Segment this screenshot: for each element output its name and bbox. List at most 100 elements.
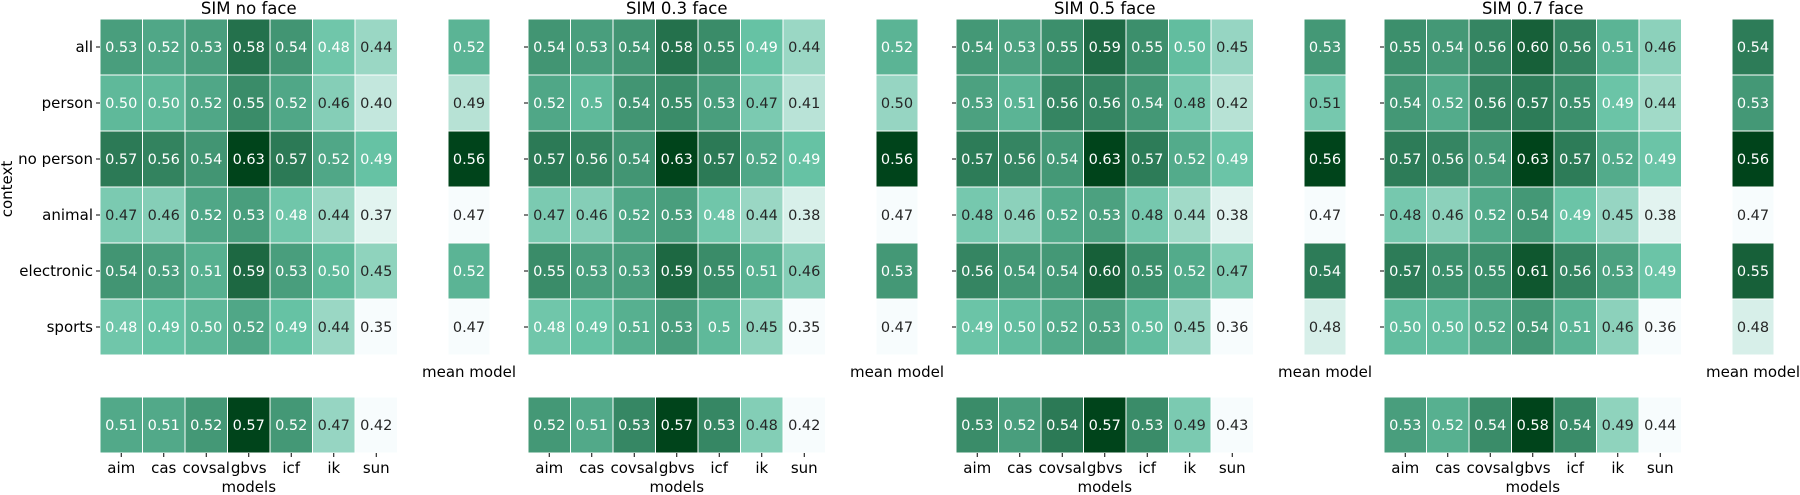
mean-model-value-label: 0.47: [453, 320, 485, 336]
cell-value-label: 0.51: [1559, 320, 1591, 336]
column-label: covsal: [183, 459, 230, 477]
mean-model-value-label: 0.53: [881, 264, 913, 280]
mean-model-value-label: 0.51: [1309, 96, 1341, 112]
column-label: covsal: [611, 459, 658, 477]
mean-model-value-label: 0.47: [881, 320, 913, 336]
mean-model-value-label: 0.48: [1737, 320, 1769, 336]
model-mean-value-label: 0.42: [360, 418, 392, 434]
model-mean-value-label: 0.49: [1602, 418, 1634, 434]
mean-model-label: mean model: [850, 363, 944, 381]
cell-value-label: 0.63: [233, 152, 265, 168]
column-label: icf: [1138, 459, 1156, 477]
cell-value-label: 0.57: [703, 152, 735, 168]
mean-model-value-label: 0.48: [1309, 320, 1341, 336]
cell-value-label: 0.36: [1216, 320, 1248, 336]
cell-value-label: 0.50: [1131, 320, 1163, 336]
cell-value-label: 0.42: [1216, 96, 1248, 112]
model-mean-value-label: 0.57: [1089, 418, 1121, 434]
cell-value-label: 0.54: [1004, 264, 1036, 280]
cell-value-label: 0.45: [360, 264, 392, 280]
mean-model-value-label: 0.47: [1309, 208, 1341, 224]
model-mean-value-label: 0.52: [1004, 418, 1036, 434]
model-mean-value-label: 0.52: [533, 418, 565, 434]
model-mean-value-label: 0.52: [190, 418, 222, 434]
mean-model-value-label: 0.52: [453, 264, 485, 280]
model-mean-value-label: 0.49: [1174, 418, 1206, 434]
column-label: aim: [1391, 459, 1419, 477]
cell-value-label: 0.53: [233, 208, 265, 224]
cell-value-label: 0.51: [1602, 40, 1634, 56]
model-mean-value-label: 0.53: [1389, 418, 1421, 434]
cell-value-label: 0.50: [105, 96, 137, 112]
cell-value-label: 0.56: [1432, 152, 1464, 168]
cell-value-label: 0.35: [360, 320, 392, 336]
model-mean-value-label: 0.51: [576, 418, 608, 434]
column-label: aim: [107, 459, 135, 477]
cell-value-label: 0.54: [1389, 96, 1421, 112]
mean-model-value-label: 0.56: [881, 152, 913, 168]
cell-value-label: 0.59: [1089, 40, 1121, 56]
cell-value-label: 0.57: [961, 152, 993, 168]
cell-value-label: 0.54: [618, 152, 650, 168]
cell-value-label: 0.56: [1474, 96, 1506, 112]
column-label: sun: [1647, 459, 1674, 477]
cell-value-label: 0.55: [703, 264, 735, 280]
cell-value-label: 0.49: [275, 320, 307, 336]
model-mean-value-label: 0.53: [703, 418, 735, 434]
model-mean-value-label: 0.47: [318, 418, 350, 434]
model-mean-value-label: 0.53: [1131, 418, 1163, 434]
cell-value-label: 0.54: [190, 152, 222, 168]
mean-model-label: mean model: [422, 363, 516, 381]
cell-value-label: 0.51: [618, 320, 650, 336]
cell-value-label: 0.53: [576, 264, 608, 280]
cell-value-label: 0.53: [1089, 320, 1121, 336]
panel-title: SIM 0.7 face: [1482, 0, 1583, 18]
cell-value-label: 0.59: [233, 264, 265, 280]
model-mean-value-label: 0.44: [1644, 418, 1676, 434]
cell-value-label: 0.46: [576, 208, 608, 224]
cell-value-label: 0.54: [961, 40, 993, 56]
cell-value-label: 0.55: [1046, 40, 1078, 56]
cell-value-label: 0.57: [1389, 264, 1421, 280]
panel-title: SIM no face: [201, 0, 297, 18]
cell-value-label: 0.56: [1046, 96, 1078, 112]
cell-value-label: 0.49: [1602, 96, 1634, 112]
model-mean-value-label: 0.52: [275, 418, 307, 434]
column-label: cas: [579, 459, 604, 477]
model-mean-value-label: 0.51: [148, 418, 180, 434]
column-label: icf: [1566, 459, 1584, 477]
cell-value-label: 0.52: [1046, 320, 1078, 336]
cell-value-label: 0.55: [1432, 264, 1464, 280]
cell-value-label: 0.52: [318, 152, 350, 168]
column-label: icf: [282, 459, 300, 477]
cell-value-label: 0.51: [190, 264, 222, 280]
cell-value-label: 0.53: [275, 264, 307, 280]
cell-value-label: 0.48: [1131, 208, 1163, 224]
cell-value-label: 0.55: [1559, 96, 1591, 112]
cell-value-label: 0.54: [275, 40, 307, 56]
model-mean-value-label: 0.54: [1046, 418, 1078, 434]
cell-value-label: 0.48: [1174, 96, 1206, 112]
column-label: aim: [963, 459, 991, 477]
row-label: sports: [47, 318, 94, 336]
cell-value-label: 0.57: [533, 152, 565, 168]
model-mean-value-label: 0.53: [618, 418, 650, 434]
cell-value-label: 0.40: [360, 96, 392, 112]
cell-value-label: 0.56: [1474, 40, 1506, 56]
cell-value-label: 0.57: [105, 152, 137, 168]
cell-value-label: 0.49: [961, 320, 993, 336]
column-label: cas: [151, 459, 176, 477]
cell-value-label: 0.54: [1046, 152, 1078, 168]
cell-value-label: 0.49: [1559, 208, 1591, 224]
cell-value-label: 0.50: [318, 264, 350, 280]
cell-value-label: 0.63: [661, 152, 693, 168]
cell-value-label: 0.58: [233, 40, 265, 56]
cell-value-label: 0.49: [1644, 264, 1676, 280]
column-label: cas: [1007, 459, 1032, 477]
cell-value-label: 0.52: [1432, 96, 1464, 112]
cell-value-label: 0.49: [788, 152, 820, 168]
column-label: gbvs: [1087, 459, 1123, 477]
cell-value-label: 0.50: [1174, 40, 1206, 56]
cell-value-label: 0.52: [275, 96, 307, 112]
cell-value-label: 0.59: [661, 264, 693, 280]
